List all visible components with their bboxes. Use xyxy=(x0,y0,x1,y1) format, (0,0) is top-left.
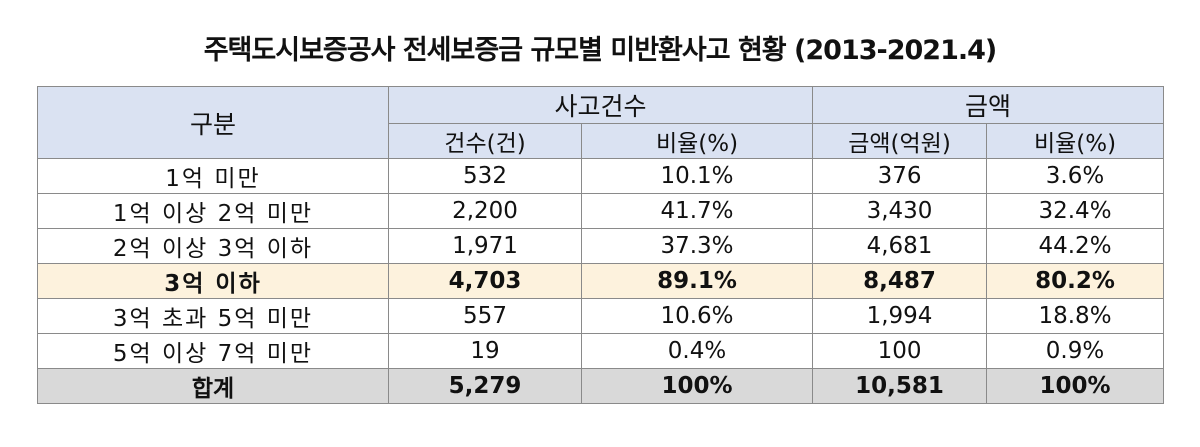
table-row: 2억 이상 3억 이하 1,971 37.3% 4,681 44.2% xyxy=(37,228,1165,264)
table-row: 3억 초과 5억 미만 557 10.6% 1,994 18.8% xyxy=(37,298,1165,334)
table-row: 5억 이상 7억 미만 19 0.4% 100 0.9% xyxy=(37,333,1165,369)
row-label: 3억 초과 5억 미만 xyxy=(37,298,389,334)
table-row: 1억 미만 532 10.1% 376 3.6% xyxy=(37,158,1165,194)
row-amount-ratio: 32.4% xyxy=(986,193,1165,229)
row-count: 5,279 xyxy=(388,368,582,404)
row-count-ratio: 10.1% xyxy=(580,158,814,194)
row-amount-ratio: 100% xyxy=(986,368,1165,404)
row-count-ratio: 89.1% xyxy=(580,263,814,299)
row-count-ratio: 41.7% xyxy=(580,193,814,229)
table-body: 1억 미만 532 10.1% 376 3.6% 1억 이상 2억 미만 2,2… xyxy=(37,158,1165,404)
row-label: 1억 미만 xyxy=(37,158,389,194)
row-count-ratio: 0.4% xyxy=(580,333,814,369)
row-amount: 8,487 xyxy=(812,263,988,299)
row-amount: 3,430 xyxy=(812,193,988,229)
row-amount: 4,681 xyxy=(812,228,988,264)
row-amount-ratio: 18.8% xyxy=(986,298,1165,334)
accident-table: 구분 사고건수 금액 건수(건) 비율(%) 금액(억원) 비율(%) 1억 미… xyxy=(37,86,1165,404)
row-count: 4,703 xyxy=(388,263,582,299)
row-amount-ratio: 3.6% xyxy=(986,158,1165,194)
row-label: 1억 이상 2억 미만 xyxy=(37,193,389,229)
row-amount-ratio: 80.2% xyxy=(986,263,1165,299)
header-group-accidents: 사고건수 xyxy=(387,86,814,124)
table-row: 1억 이상 2억 미만 2,200 41.7% 3,430 32.4% xyxy=(37,193,1165,229)
row-amount: 376 xyxy=(812,158,988,194)
row-amount: 100 xyxy=(812,333,988,369)
subtotal-row: 3억 이하 4,703 89.1% 8,487 80.2% xyxy=(37,263,1165,299)
header-group-amount: 금액 xyxy=(812,86,1165,124)
row-count-ratio: 37.3% xyxy=(580,228,814,264)
row-amount: 1,994 xyxy=(812,298,988,334)
row-label: 3억 이하 xyxy=(37,263,389,299)
header-count-ratio: 비율(%) xyxy=(580,123,814,159)
header-category: 구분 xyxy=(37,86,389,159)
header-amount-ratio: 비율(%) xyxy=(986,123,1165,159)
row-count: 532 xyxy=(388,158,582,194)
row-amount: 10,581 xyxy=(812,368,988,404)
row-amount-ratio: 44.2% xyxy=(986,228,1165,264)
row-label: 합계 xyxy=(37,368,389,404)
row-label: 5억 이상 7억 미만 xyxy=(37,333,389,369)
table-header: 구분 사고건수 금액 건수(건) 비율(%) 금액(억원) 비율(%) xyxy=(37,86,1165,159)
total-row: 합계 5,279 100% 10,581 100% xyxy=(37,368,1165,404)
page-title: 주택도시보증공사 전세보증금 규모별 미반환사고 현황 (2013-2021.4… xyxy=(203,35,998,66)
row-count: 557 xyxy=(388,298,582,334)
row-count-ratio: 100% xyxy=(580,368,814,404)
row-amount-ratio: 0.9% xyxy=(986,333,1165,369)
row-count: 1,971 xyxy=(388,228,582,264)
row-count-ratio: 10.6% xyxy=(580,298,814,334)
header-amount: 금액(억원) xyxy=(812,123,988,159)
row-count: 2,200 xyxy=(388,193,582,229)
header-count: 건수(건) xyxy=(388,123,582,159)
row-label: 2억 이상 3억 이하 xyxy=(37,228,389,264)
row-count: 19 xyxy=(388,333,582,369)
